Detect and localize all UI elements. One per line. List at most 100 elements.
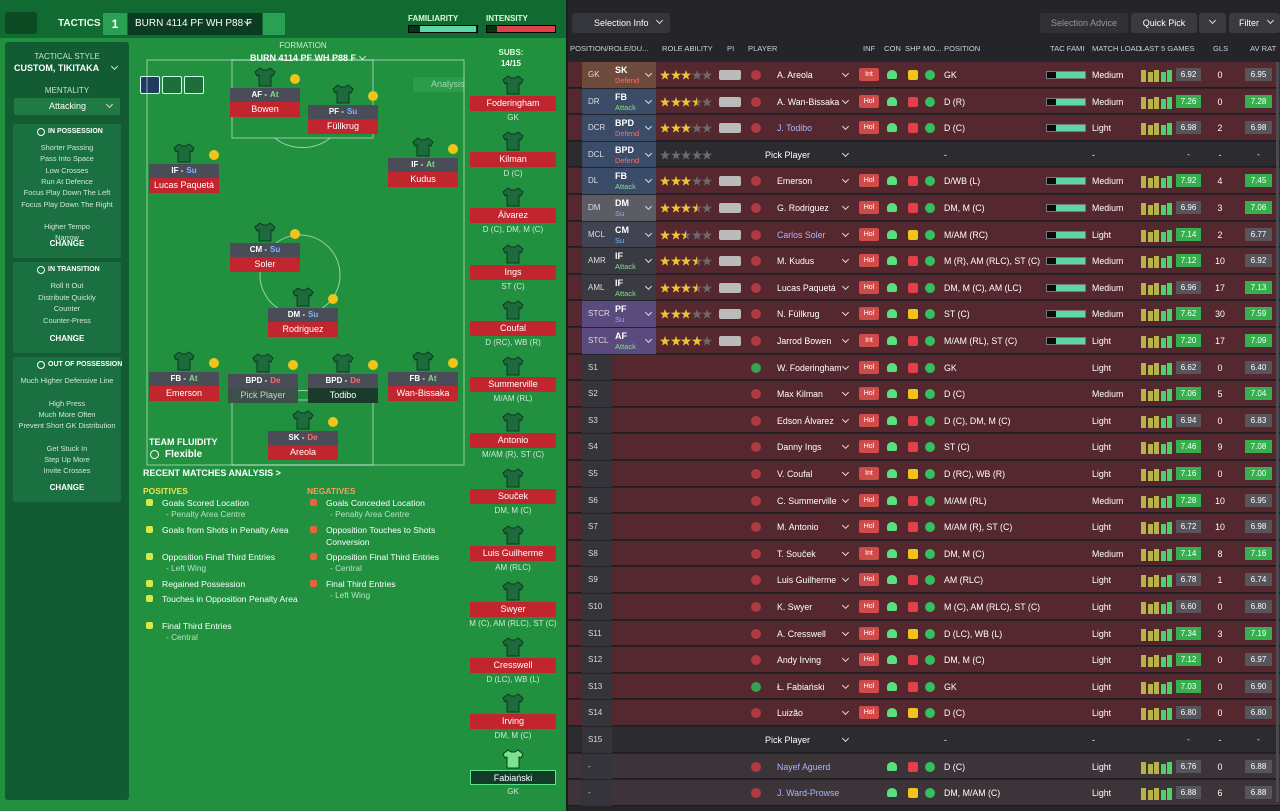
player-name-box[interactable]: Areola [268,445,338,460]
role-box[interactable]: FB - At [388,372,458,386]
column-header[interactable]: ROLE ABILITY [662,44,713,53]
player-name[interactable]: Max Kilman [777,389,823,400]
tactic-name[interactable]: BURN 4114 PF WH P88 F [128,13,262,35]
player-row[interactable] [568,434,1280,460]
sub-name-box[interactable]: Ings [470,264,556,280]
player-row[interactable] [568,381,1280,407]
player-row[interactable] [568,673,1280,700]
player-row[interactable] [568,594,1280,620]
player-name-box[interactable]: Lucas Paquetá [149,178,219,193]
player-name[interactable]: J. Todibo [777,123,813,134]
column-header[interactable]: POSITION/ROLE/DU... [570,44,649,53]
analysis-title[interactable]: RECENT MATCHES ANALYSIS > [143,468,281,478]
player-name[interactable]: Lucas Paquetá [777,282,836,293]
player-name-box[interactable]: Emerson [149,386,219,401]
player-row[interactable] [568,727,1280,753]
selection-advice-button[interactable]: Selection Advice [1040,13,1128,33]
player-name[interactable]: M. Kudus [777,256,815,267]
player-name-box[interactable]: Bowen [230,102,300,117]
player-row[interactable] [568,700,1280,726]
analysis-button[interactable]: Analysis [413,77,465,92]
player-name-box[interactable]: Wan-Bissaka [388,386,458,401]
sub-name-box[interactable]: Swyer [470,601,556,617]
pick-player[interactable]: Pick Player [765,149,811,160]
player-name-box[interactable]: Pick Player [228,388,298,403]
player-row[interactable] [568,461,1280,487]
sub-name-box[interactable]: Foderingham [470,96,556,111]
view-icon[interactable] [140,76,160,94]
quick-pick-button[interactable]: Quick Pick [1131,13,1197,33]
column-header[interactable]: SHP [905,44,921,53]
player-row[interactable] [568,407,1280,434]
sub-name-box[interactable]: Luis Guilherme [470,545,556,561]
sub-name-box[interactable]: Fabiański [470,770,556,786]
player-row[interactable] [568,514,1280,540]
tab-number[interactable]: 1 [103,13,127,35]
sub-name-box[interactable]: Coufal [470,320,556,336]
column-header[interactable]: PLAYER [748,44,778,53]
player-name[interactable]: Emerson [777,176,813,187]
player-name[interactable]: W. Foderingham [777,362,842,373]
role-box[interactable]: PF - Su [308,105,378,119]
player-name[interactable]: Nayef Aguerd [777,761,831,772]
player-row[interactable] [568,780,1280,806]
filter-button[interactable]: Filter [1229,13,1280,33]
player-name[interactable]: A. Areola [777,70,813,80]
role-box[interactable]: AF - At [230,88,300,102]
player-name[interactable]: Jarrod Bowen [777,336,832,346]
player-row[interactable] [568,620,1280,647]
change-button[interactable]: CHANGE [49,483,85,492]
player-name-box[interactable]: Soler [230,257,300,272]
sub-name-box[interactable]: Cresswell [470,658,556,673]
player-name[interactable]: Edson Álvarez [777,415,834,426]
quick-pick-arrow[interactable] [1199,13,1226,33]
player-row[interactable] [568,567,1280,593]
add-tactic-button[interactable] [263,13,285,35]
player-name[interactable]: V. Coufal [777,469,813,479]
selection-info-button[interactable]: Selection Info [572,13,670,33]
role-box[interactable]: IF - At [388,158,458,172]
view-icon[interactable] [162,76,182,94]
player-name[interactable]: J. Ward-Prowse [777,788,840,799]
role-box[interactable]: BPD - De [228,374,298,388]
player-row[interactable] [568,647,1280,673]
player-row[interactable] [568,540,1280,567]
player-name[interactable]: Danny Ings [777,442,822,453]
sub-name-box[interactable]: Souček [470,489,556,505]
sub-name-box[interactable]: Irving [470,714,556,730]
column-header[interactable]: TAC FAMI [1050,44,1085,53]
player-name[interactable]: Ł. Fabiański [777,681,825,692]
sub-name-box[interactable]: Kilman [470,152,556,168]
back-button[interactable] [5,12,37,34]
player-name[interactable]: N. Füllkrug [777,309,820,320]
change-button[interactable]: CHANGE [49,334,85,343]
sub-name-box[interactable]: Antonio [470,433,556,449]
role-box[interactable]: BPD - De [308,374,378,388]
column-header[interactable]: INF [863,44,876,53]
player-row[interactable] [568,753,1280,780]
player-name[interactable]: M. Antonio [777,522,819,533]
role-box[interactable]: IF - Su [149,164,219,178]
column-header[interactable]: GLS [1213,44,1229,53]
change-button[interactable]: CHANGE [49,239,85,248]
player-name-box[interactable]: Füllkrug [308,119,378,134]
column-header[interactable]: MATCH LOAD [1092,44,1142,53]
role-box[interactable]: DM - Su [268,308,338,322]
column-header[interactable]: MO... [923,44,942,53]
column-header[interactable]: PI [727,44,735,53]
player-name[interactable]: K. Swyer [777,602,813,612]
view-icon[interactable] [184,76,204,94]
sub-name-box[interactable]: Álvarez [470,208,556,224]
player-row[interactable] [568,354,1280,381]
role-box[interactable]: SK - De [268,431,338,445]
player-name-box[interactable]: Kudus [388,172,458,187]
player-name[interactable]: Carlos Soler [777,229,826,240]
role-box[interactable]: FB - At [149,372,219,386]
player-name[interactable]: G. Rodriguez [777,203,829,213]
player-name[interactable]: Luizão [777,708,803,719]
mentality-dropdown[interactable]: Attacking [14,98,120,115]
player-name[interactable]: A. Wan-Bissaka [777,96,840,107]
player-name-box[interactable]: Rodriguez [268,322,338,337]
column-header[interactable]: LAST 5 GAMES [1140,44,1195,53]
player-name-box[interactable]: Todibo [308,388,378,403]
